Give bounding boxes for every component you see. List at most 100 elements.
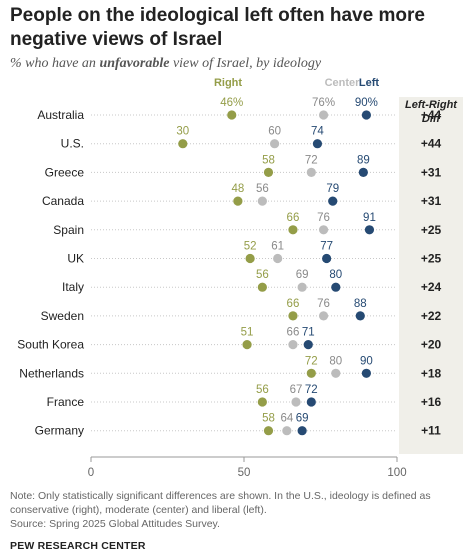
value-label-center: 56 bbox=[256, 183, 269, 195]
dot-center bbox=[291, 397, 301, 407]
dot-left bbox=[364, 225, 375, 235]
category-label: France bbox=[47, 395, 85, 409]
dot-right bbox=[288, 311, 298, 321]
dot-center bbox=[257, 196, 267, 206]
value-label-right: 46% bbox=[220, 97, 243, 109]
value-label-right: 66 bbox=[287, 212, 300, 224]
dot-center bbox=[270, 139, 280, 149]
value-label-left: 77 bbox=[320, 241, 333, 253]
dot-left bbox=[355, 311, 365, 321]
dot-center bbox=[282, 426, 292, 436]
value-label-center: 72 bbox=[305, 154, 318, 166]
category-label: Greece bbox=[45, 165, 85, 179]
x-tick-label: 100 bbox=[387, 467, 406, 479]
diff-value: +31 bbox=[421, 165, 442, 179]
legend-right: Right bbox=[214, 77, 242, 89]
value-label-left: 88 bbox=[354, 298, 367, 310]
dot-left bbox=[358, 167, 368, 177]
value-label-center: 67 bbox=[290, 384, 303, 396]
dot-left bbox=[328, 196, 338, 206]
dot-center bbox=[288, 340, 298, 350]
dot-center bbox=[273, 253, 283, 264]
dot-plot: Left-Right Diff Right Center Left Australia 46… bbox=[17, 77, 463, 479]
category-label: South Korea bbox=[17, 338, 84, 352]
dot-right bbox=[242, 340, 252, 350]
category-label: U.S. bbox=[61, 137, 84, 151]
value-label-right: 72 bbox=[305, 355, 318, 367]
diff-value: +22 bbox=[421, 309, 442, 323]
dot-center bbox=[318, 311, 329, 321]
value-label-center: 64 bbox=[280, 413, 293, 425]
value-label-left: 89 bbox=[357, 154, 370, 166]
diff-value: +44 bbox=[421, 108, 442, 122]
diff-value: +11 bbox=[421, 424, 441, 438]
dot-right bbox=[227, 110, 237, 120]
value-label-right: 56 bbox=[256, 384, 269, 396]
chart-subtitle: % who have an unfavorable view of Israel… bbox=[10, 56, 460, 72]
value-label-center: 80 bbox=[329, 355, 342, 367]
category-label: Germany bbox=[35, 424, 84, 438]
dot-center bbox=[318, 225, 329, 235]
diff-value: +31 bbox=[421, 194, 442, 208]
x-tick-label: 50 bbox=[238, 467, 251, 479]
dot-center bbox=[331, 368, 341, 378]
category-label: UK bbox=[67, 252, 84, 266]
category-label: Canada bbox=[42, 194, 84, 208]
value-label-right: 58 bbox=[262, 413, 275, 425]
dot-right bbox=[245, 253, 255, 264]
value-label-left: 90% bbox=[355, 97, 378, 109]
diff-value: +16 bbox=[421, 395, 442, 409]
diff-value: +18 bbox=[421, 366, 442, 380]
value-label-right: 58 bbox=[262, 154, 275, 166]
value-label-left: 74 bbox=[311, 126, 324, 138]
legend-center: Center bbox=[325, 77, 361, 89]
diff-column-background bbox=[399, 97, 463, 454]
value-label-left: 91 bbox=[363, 212, 376, 224]
value-label-left: 69 bbox=[296, 413, 309, 425]
value-label-left: 79 bbox=[326, 183, 339, 195]
dot-right bbox=[257, 397, 267, 407]
category-label: Italy bbox=[62, 280, 84, 294]
dot-right bbox=[263, 167, 274, 177]
diff-value: +24 bbox=[421, 280, 442, 294]
dot-center bbox=[318, 110, 329, 120]
note-text: Note: Only statistically significant dif… bbox=[10, 490, 431, 516]
category-label: Netherlands bbox=[19, 366, 84, 380]
subtitle-emphasis: unfavorable bbox=[99, 56, 170, 71]
value-label-right: 30 bbox=[176, 126, 189, 138]
value-label-left: 71 bbox=[302, 327, 315, 339]
chart-title: People on the ideological left often hav… bbox=[10, 5, 425, 50]
diff-value: +25 bbox=[421, 252, 442, 266]
category-label: Australia bbox=[37, 108, 84, 122]
category-label: Sweden bbox=[41, 309, 84, 323]
value-label-center: 76% bbox=[312, 97, 335, 109]
dot-left bbox=[361, 368, 371, 378]
value-label-center: 76 bbox=[317, 298, 330, 310]
category-label: Spain bbox=[53, 223, 84, 237]
value-label-center: 69 bbox=[296, 269, 309, 281]
dot-center bbox=[297, 282, 307, 292]
dot-right bbox=[178, 139, 188, 149]
value-label-left: 72 bbox=[305, 384, 318, 396]
value-label-right: 66 bbox=[287, 298, 300, 310]
dot-left bbox=[331, 282, 341, 292]
subtitle-suffix: view of Israel, by ideology bbox=[169, 56, 322, 71]
value-label-center: 66 bbox=[287, 327, 300, 339]
dot-left bbox=[297, 426, 307, 436]
value-label-left: 90 bbox=[360, 355, 373, 367]
dot-right bbox=[288, 225, 298, 235]
chart-note: Note: Only statistically significant dif… bbox=[10, 489, 462, 531]
value-label-left: 80 bbox=[329, 269, 342, 281]
value-label-right: 48 bbox=[231, 183, 244, 195]
dot-left bbox=[306, 397, 316, 407]
dot-right bbox=[263, 426, 274, 436]
diff-value: +25 bbox=[421, 223, 442, 237]
dot-right bbox=[306, 368, 316, 378]
dot-right bbox=[257, 282, 267, 292]
dot-left bbox=[312, 139, 323, 149]
legend-left: Left bbox=[359, 77, 380, 89]
dot-left bbox=[303, 340, 313, 350]
value-label-right: 52 bbox=[244, 241, 257, 253]
dot-right bbox=[233, 196, 243, 206]
x-tick-label: 0 bbox=[88, 467, 94, 479]
